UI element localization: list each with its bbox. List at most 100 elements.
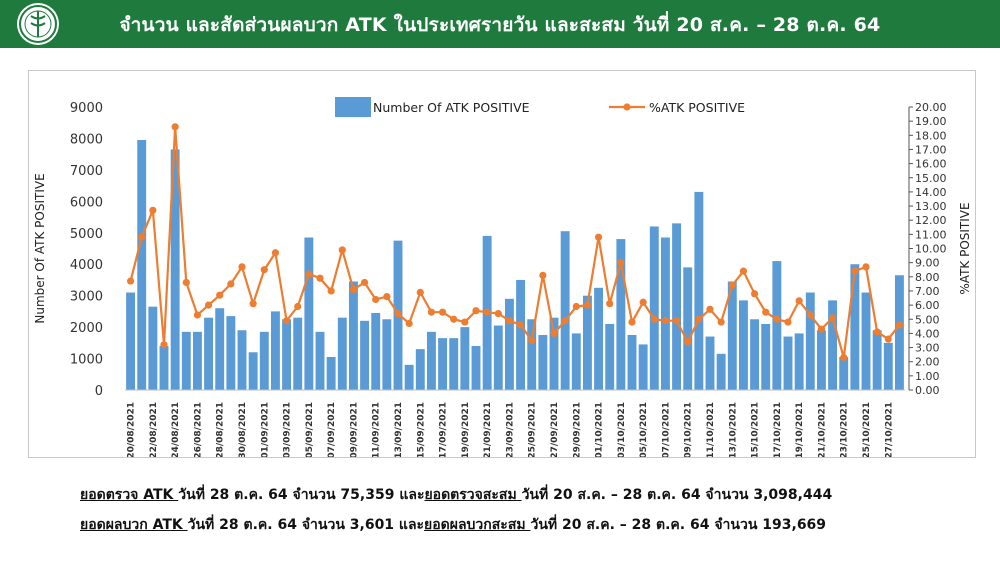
percent-point (528, 336, 536, 345)
bar (794, 333, 804, 390)
bar (126, 292, 136, 390)
percent-point (149, 206, 157, 214)
percent-point (784, 318, 792, 326)
percent-point (394, 309, 402, 318)
y2-tick-label: 0.00 (915, 384, 940, 397)
percent-point (695, 315, 703, 323)
bar (683, 267, 693, 390)
percent-point (672, 317, 681, 325)
y2-tick-label: 3.00 (915, 342, 940, 355)
bar (337, 317, 347, 390)
bar (828, 300, 838, 390)
x-tick-label: 25/10/2021 (862, 402, 872, 457)
x-tick-label: 07/09/2021 (327, 402, 337, 457)
x-tick-label: 19/09/2021 (461, 402, 471, 457)
bar (571, 333, 581, 390)
x-tick-label: 27/09/2021 (550, 402, 560, 457)
bar (549, 317, 559, 390)
percent-point (594, 233, 603, 241)
bar (649, 226, 659, 390)
bar (348, 281, 358, 390)
percent-point (405, 319, 413, 328)
y-axis-title: Number Of ATK POSITIVE (33, 173, 47, 323)
bar (738, 300, 748, 390)
bar (282, 319, 292, 390)
percent-point (706, 305, 714, 313)
x-tick-label: 11/10/2021 (706, 402, 716, 457)
y2-tick-label: 16.00 (915, 158, 947, 171)
percent-point (773, 315, 781, 323)
percent-point (851, 267, 859, 275)
percent-point (628, 318, 636, 326)
y2-tick-label: 1.00 (915, 370, 940, 383)
bar (237, 330, 247, 390)
header-bar: จำนวน และสัดส่วนผลบวก ATK ในประเทศรายวัน… (0, 0, 1000, 48)
bar (816, 330, 826, 390)
percent-point (461, 318, 469, 326)
percent-point (873, 328, 881, 336)
x-tick-label: 07/10/2021 (661, 402, 671, 457)
percent-point (126, 277, 135, 285)
bar (883, 342, 893, 390)
bar (259, 331, 269, 390)
percent-point (539, 271, 547, 279)
bar (638, 344, 648, 390)
percent-point (171, 123, 179, 131)
positive-cumulative-label: ยอดผลบวกสะสม (424, 517, 531, 533)
y2-tick-label: 12.00 (915, 214, 947, 227)
bar (716, 353, 726, 390)
summary-line-positive: ยอดผลบวก ATK วันที่ 28 ต.ค. 64 จำนวน 3,6… (80, 514, 826, 536)
percent-point (561, 317, 569, 325)
percent-point (227, 280, 235, 288)
y2-tick-label: 6.00 (915, 299, 940, 312)
bar (605, 323, 615, 390)
percent-point (717, 318, 725, 326)
bar (839, 356, 849, 390)
y-tick-label: 0 (95, 384, 103, 399)
percent-point (617, 259, 625, 267)
health-department-seal-icon (17, 3, 59, 45)
percent-point (249, 300, 257, 308)
percent-point (327, 287, 335, 295)
percent-point (606, 300, 614, 308)
y-tick-label: 8000 (70, 132, 103, 147)
percent-point (372, 295, 380, 304)
x-tick-label: 17/10/2021 (773, 402, 783, 457)
x-tick-label: 03/10/2021 (617, 402, 627, 457)
bar (438, 338, 448, 390)
bar (460, 327, 470, 390)
bar (404, 364, 414, 390)
bar (371, 312, 381, 390)
bar (694, 191, 704, 390)
page-title: จำนวน และสัดส่วนผลบวก ATK ในประเทศรายวัน… (119, 14, 881, 36)
percent-point (762, 308, 770, 316)
y-tick-label: 9000 (70, 101, 103, 116)
y2-tick-label: 18.00 (915, 129, 947, 142)
percent-point (806, 311, 814, 319)
y2-tick-label: 13.00 (915, 200, 947, 213)
bar (226, 316, 236, 390)
percent-point (483, 308, 491, 316)
percent-point (661, 317, 670, 325)
bar (270, 311, 280, 390)
percent-point (416, 288, 424, 296)
percent-point (238, 263, 246, 271)
x-tick-label: 28/08/2021 (216, 402, 226, 457)
tests-daily: วันที่ 28 ต.ค. 64 จำนวน 75,359 และ (178, 487, 425, 503)
legend-bar-swatch (335, 97, 371, 117)
y2-tick-label: 7.00 (915, 285, 940, 298)
percent-point (450, 315, 458, 323)
y2-tick-label: 8.00 (915, 271, 940, 284)
percent-point (550, 329, 558, 337)
y2-tick-label: 2.00 (915, 356, 940, 369)
percent-point (282, 317, 291, 325)
bar (894, 275, 904, 390)
bar (192, 331, 202, 390)
summary-line-tests: ยอดตรวจ ATK วันที่ 28 ต.ค. 64 จำนวน 75,3… (80, 484, 832, 506)
percent-point (739, 267, 748, 275)
bar (594, 287, 604, 390)
percent-point (360, 278, 369, 287)
bar (382, 319, 392, 390)
bar (293, 317, 303, 390)
percent-point (316, 274, 324, 282)
